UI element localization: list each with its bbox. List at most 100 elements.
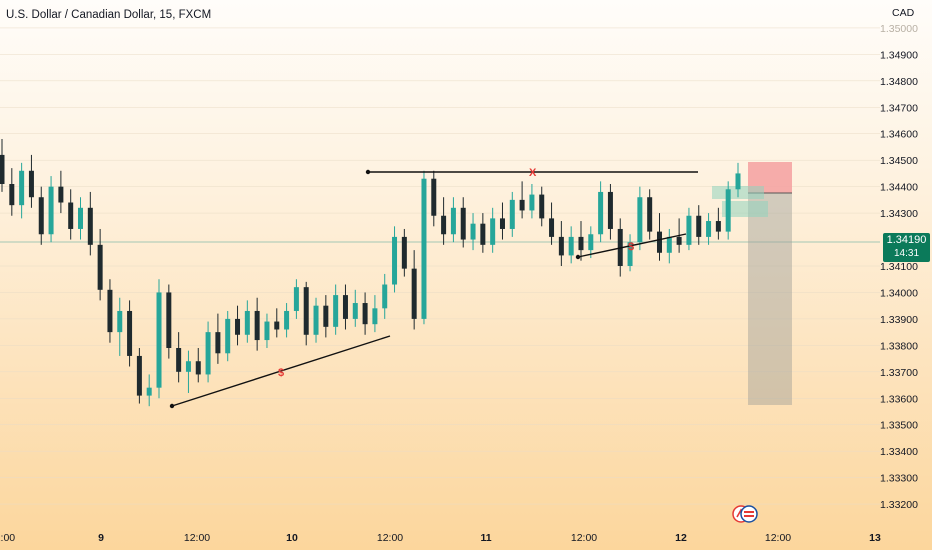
current-price-value: 1.34190 [886, 234, 927, 246]
candle-body [715, 221, 721, 232]
candle-body [460, 207, 466, 240]
price-tick-label: 1.34400 [880, 182, 918, 194]
price-tick-label: 1.34900 [880, 49, 918, 61]
candle-body [539, 194, 545, 219]
candle-body [578, 236, 584, 251]
price-tick-label: 1.33700 [880, 367, 918, 379]
candle-body [235, 318, 241, 335]
candle-body [274, 321, 280, 330]
price-tick-label: 1.33400 [880, 446, 918, 458]
candle-body [156, 292, 162, 388]
candle-body [284, 310, 290, 330]
chart-title: U.S. Dollar / Canadian Dollar, 15, FXCM [6, 9, 212, 21]
time-tick-label: 13 [869, 532, 881, 544]
candle-body [333, 295, 339, 327]
current-price-badge: 1.34190 14:31 [883, 233, 930, 262]
candle-body [676, 236, 682, 245]
price-tick-label: 1.34500 [880, 155, 918, 167]
candle-body [666, 236, 672, 253]
candle-body [529, 194, 535, 211]
price-tick-label: 1.35000 [880, 23, 918, 35]
resistance-x-marker: X [529, 167, 537, 179]
candle-body [264, 321, 270, 341]
candle-body [588, 234, 594, 251]
candle-body [509, 199, 515, 229]
candle-body [244, 310, 250, 335]
candle-body [706, 221, 712, 237]
candle-body [166, 292, 172, 348]
candle-body [735, 173, 741, 190]
price-tick-label: 1.33600 [880, 393, 918, 405]
candle-body [725, 189, 731, 232]
tradingview-flag-logo-icon[interactable] [732, 503, 758, 525]
time-axis[interactable]: 12:00 9 12:00 10 12:00 11 12:00 12 12:00 13 [0, 532, 881, 544]
candle-body [254, 310, 260, 341]
candle-body [607, 191, 613, 229]
time-tick-label: 11 [480, 532, 491, 544]
candle-body [342, 295, 348, 319]
candle-body [313, 305, 319, 335]
time-tick-label: 9 [98, 532, 104, 544]
candle-body [87, 207, 93, 245]
support-trendline-left [171, 335, 391, 407]
candle-body [490, 218, 496, 245]
candle-body [195, 361, 201, 375]
price-tick-label: 1.33900 [880, 314, 918, 326]
candle-body [97, 244, 103, 290]
candle-body [303, 287, 309, 335]
candle-body [558, 236, 564, 256]
price-tick-label: 1.34700 [880, 102, 918, 114]
trendline-anchor-point [169, 403, 175, 409]
candle-body [470, 223, 476, 240]
candle-body [696, 215, 702, 237]
candle-body [431, 178, 437, 216]
candle-body [215, 332, 221, 354]
candle-body [401, 236, 407, 269]
candle-body [372, 308, 378, 325]
candle-body [362, 303, 368, 325]
candle-body [549, 218, 555, 237]
price-tick-label: 1.33800 [880, 340, 918, 352]
support-trendline-right [577, 233, 687, 258]
candle-body [637, 197, 643, 243]
take-profit-zone [748, 193, 792, 405]
candle-body [598, 191, 604, 235]
candle-body [9, 184, 15, 206]
candle-body [107, 289, 113, 333]
trendline-right-anchor-point [575, 254, 581, 260]
candle-body [441, 215, 447, 235]
candle-body [450, 207, 456, 235]
time-tick-label: 12:00 [571, 532, 597, 544]
candle-body [19, 170, 25, 206]
candle-body [421, 178, 427, 319]
price-tick-label: 1.33200 [880, 499, 918, 511]
candle-body [382, 284, 388, 309]
price-tick-label: 1.34300 [880, 208, 918, 220]
candle-body [225, 318, 231, 354]
price-axis[interactable]: 1.35000 1.34900 1.34800 1.34700 1.34600 1.345… [880, 23, 918, 511]
candle-body [176, 348, 182, 372]
imbalance-zone-lower [722, 201, 768, 217]
candle-body [411, 268, 417, 319]
candle-body [627, 242, 633, 266]
candle-body [28, 170, 34, 198]
price-tick-label: 1.33300 [880, 473, 918, 485]
grid-lines [0, 27, 880, 505]
candle-body [205, 332, 211, 375]
time-tick-label: 12:00 [0, 532, 15, 544]
candles [0, 139, 741, 407]
candle-body [656, 231, 662, 253]
time-tick-label: 12 [675, 532, 687, 544]
candle-body [185, 361, 191, 372]
bar-countdown: 14:31 [893, 248, 920, 259]
price-tick-label: 1.34800 [880, 76, 918, 88]
candle-body [58, 186, 64, 203]
candle-body [519, 199, 525, 211]
candle-body [48, 186, 54, 235]
candle-body [568, 236, 574, 256]
time-tick-label: 10 [286, 532, 298, 544]
candle-body [647, 197, 653, 232]
candle-body [127, 310, 133, 356]
candle-body [686, 215, 692, 245]
